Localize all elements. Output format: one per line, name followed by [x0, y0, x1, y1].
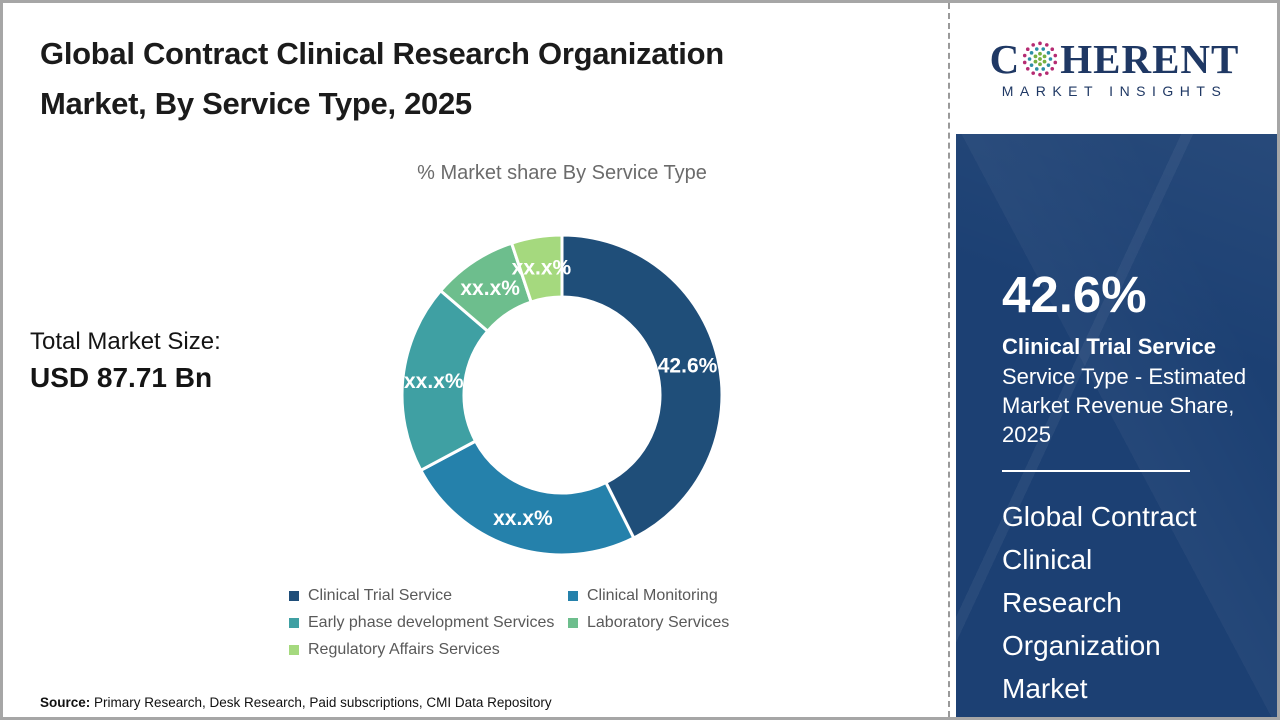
donut-segment-1	[418, 439, 636, 557]
chart-legend: Clinical Trial Service Clinical Monitori…	[289, 587, 729, 659]
donut-chart: 42.6%xx.x%xx.x%xx.x%xx.x%	[400, 233, 724, 557]
source-label: Source:	[40, 695, 91, 710]
brand-logo: C HERENT MARKET INSIGHTS	[952, 3, 1277, 134]
logo-letter-c: C	[989, 35, 1021, 82]
donut-segment-0	[560, 233, 724, 541]
chart-title: % Market share By Service Type	[417, 162, 707, 184]
total-market-size-value: USD 87.71 Bn	[30, 362, 213, 393]
donut-segment-label-2: xx.x%	[404, 370, 464, 393]
dashed-divider	[948, 3, 950, 717]
legend-label: Clinical Trial Service	[308, 587, 453, 604]
legend-label: Laboratory Services	[587, 614, 730, 631]
donut-segment-label-1: xx.x%	[493, 507, 553, 530]
sidebar: C HERENT MARKET INSIGHTS 42.6% Clinical …	[952, 3, 1277, 717]
legend-label: Early phase development Services	[308, 614, 555, 631]
legend-item: Clinical Trial Service	[289, 587, 568, 605]
legend-swatch-icon	[568, 591, 578, 601]
highlight-stat-value: 42.6%	[1002, 266, 1147, 323]
source-text: Primary Research, Desk Research, Paid su…	[90, 695, 552, 710]
highlight-stat-title: Clinical Trial Service	[1002, 334, 1217, 359]
source-note: Source: Primary Research, Desk Research,…	[40, 695, 552, 710]
legend-label: Clinical Monitoring	[587, 587, 718, 604]
legend-item: Clinical Monitoring	[568, 587, 729, 605]
globe-dots-icon	[1023, 41, 1058, 77]
sidebar-divider-line	[1002, 470, 1190, 472]
donut-segment-label-3: xx.x%	[460, 277, 520, 300]
logo-tagline: MARKET INSIGHTS	[1001, 82, 1228, 99]
legend-label: Regulatory Affairs Services	[308, 641, 500, 658]
logo-wordmark: C HERENT	[989, 35, 1240, 82]
highlight-stat-description: Service Type - Estimated Market Revenue …	[1002, 364, 1247, 447]
legend-swatch-icon	[289, 645, 299, 655]
sidebar-navy-panel: 42.6% Clinical Trial Service Service Typ…	[956, 134, 1277, 717]
legend-swatch-icon	[289, 591, 299, 601]
legend-item: Early phase development Services	[289, 614, 568, 632]
total-market-size-block: Total Market Size: USD 87.71 Bn	[30, 328, 221, 394]
logo-letters-herent: HERENT	[1060, 35, 1240, 82]
sidebar-market-name: Global Contract Clinical Research Organi…	[1002, 501, 1197, 704]
legend-swatch-icon	[568, 618, 578, 628]
donut-segment-label-0: 42.6%	[658, 354, 718, 377]
legend-item: Laboratory Services	[568, 614, 729, 632]
page-title: Global Contract Clinical Research Organi…	[40, 36, 724, 121]
donut-segment-label-4: xx.x%	[512, 257, 572, 280]
total-market-size-label: Total Market Size:	[30, 328, 221, 355]
legend-item: Regulatory Affairs Services	[289, 641, 568, 659]
legend-swatch-icon	[289, 618, 299, 628]
donut-segment-4	[509, 233, 564, 304]
